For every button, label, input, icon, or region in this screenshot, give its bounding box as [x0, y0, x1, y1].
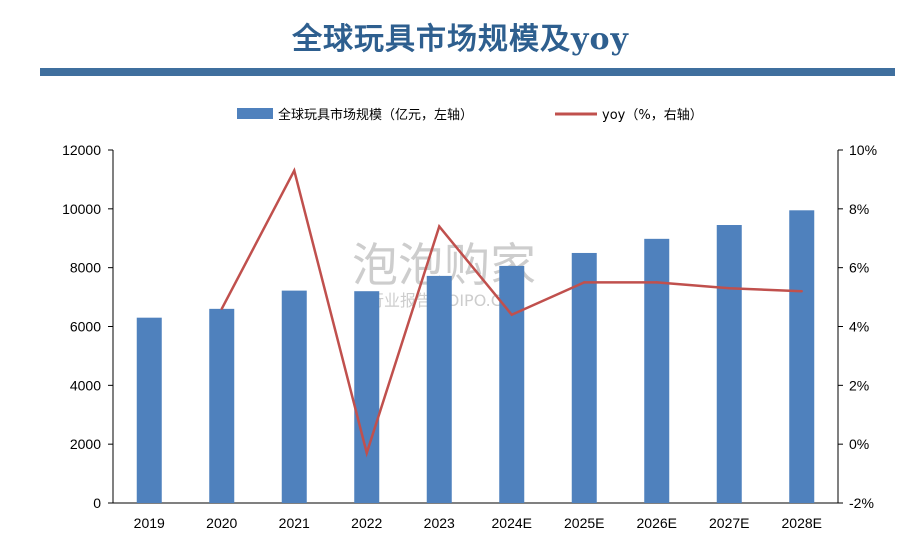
legend-bar-label: 全球玩具市场规模（亿元，左轴）: [278, 107, 473, 123]
left-tick-label: 8000: [70, 260, 101, 276]
yoy-point: [220, 307, 223, 311]
bar: [354, 291, 380, 503]
x-tick-label: 2028E: [782, 515, 822, 531]
yoy-point: [293, 169, 296, 172]
left-tick-label: 0: [93, 495, 101, 511]
right-tick-label: -2%: [849, 495, 874, 511]
right-tick-label: 2%: [849, 377, 869, 393]
bar: [571, 252, 597, 503]
x-tick-label: 2021: [279, 515, 310, 531]
left-tick-label: 6000: [70, 319, 101, 335]
yoy-point: [438, 225, 441, 228]
bar: [281, 290, 307, 503]
left-tick-label: 2000: [70, 436, 101, 452]
line-series: [220, 167, 803, 458]
x-tick-label: 2019: [134, 515, 165, 531]
bar: [789, 210, 815, 503]
right-tick-label: 0%: [849, 436, 869, 452]
x-tick-label: 2027E: [709, 515, 749, 531]
x-tick-label: 2020: [206, 515, 237, 531]
right-tick-label: 10%: [849, 142, 877, 158]
yoy-point: [583, 281, 586, 284]
bar: [426, 275, 452, 503]
left-tick-label: 10000: [62, 201, 101, 217]
right-tick-label: 4%: [849, 319, 869, 335]
legend-bar-swatch: [237, 108, 273, 119]
legend-line-label: yoy（%，右轴）: [602, 108, 703, 123]
yoy-point: [655, 281, 658, 284]
bar: [209, 308, 235, 503]
right-tick-label: 8%: [849, 201, 869, 217]
chart-title: 全球玩具市场规模及yoy: [292, 22, 629, 57]
yoy-point: [728, 287, 731, 290]
title-underline: [40, 68, 895, 76]
legend: 全球玩具市场规模（亿元，左轴） yoy（%，右轴）: [237, 107, 703, 123]
bar: [499, 265, 525, 503]
yoy-point: [800, 290, 803, 293]
x-tick-label: 2023: [424, 515, 455, 531]
right-tick-label: 6%: [849, 260, 869, 276]
bar: [716, 225, 742, 503]
bar: [136, 317, 162, 503]
bar-series: [136, 210, 815, 504]
bar: [644, 238, 670, 504]
x-tick-label: 2024E: [492, 515, 532, 531]
x-tick-label: 2025E: [564, 515, 604, 531]
yoy-point: [510, 313, 513, 316]
left-tick-label: 4000: [70, 377, 101, 393]
x-tick-label: 2022: [351, 515, 382, 531]
axes: 0 2000 4000 6000 8000 10000 12000 -2% 0% 2% 4% 6% 8%…: [62, 142, 877, 531]
x-tick-label: 2026E: [637, 515, 677, 531]
yoy-point: [365, 451, 368, 455]
left-tick-label: 12000: [62, 142, 101, 158]
